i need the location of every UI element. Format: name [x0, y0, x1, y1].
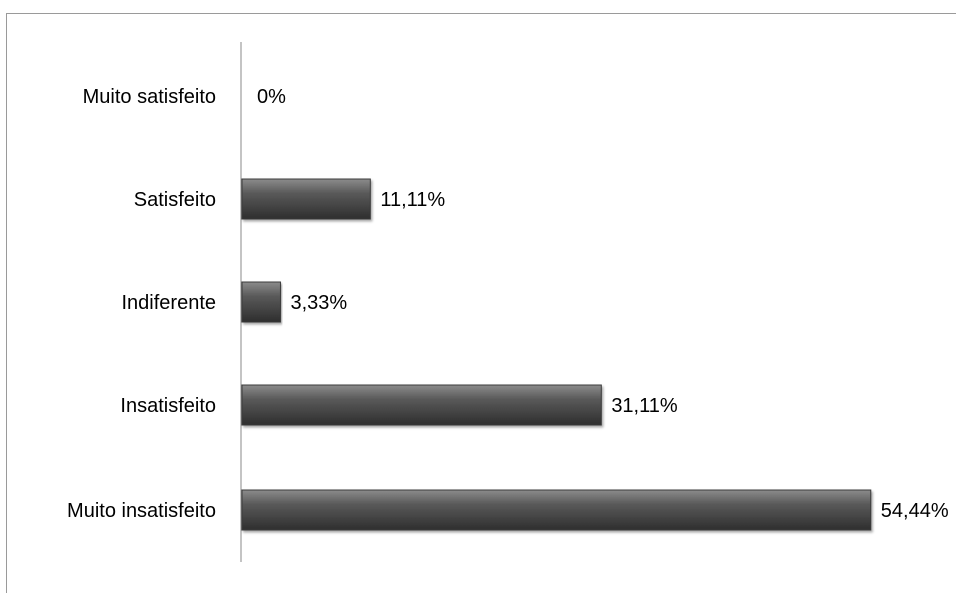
bar-chart: Muito satisfeito 0% Satisfeito 11,11% Indife…: [67, 42, 949, 562]
chart-frame: [6, 13, 956, 593]
data-label: 11,11%: [380, 189, 445, 211]
data-label: 0%: [257, 86, 286, 108]
category-label: Satisfeito: [134, 189, 216, 211]
bar: [241, 281, 281, 323]
category-label: Muito insatisfeito: [67, 500, 216, 522]
category-label: Muito satisfeito: [83, 86, 216, 108]
bar: [241, 489, 872, 531]
bar: [241, 384, 602, 426]
data-label: 54,44%: [881, 500, 949, 522]
labels-layer: Muito satisfeito 0% Satisfeito 11,11% Indife…: [67, 86, 949, 522]
bars-layer: [241, 178, 872, 531]
bar: [241, 178, 371, 220]
category-label: Insatisfeito: [120, 395, 216, 417]
data-label: 31,11%: [611, 395, 678, 417]
data-label: 3,33%: [290, 292, 347, 314]
category-label: Indiferente: [121, 292, 216, 314]
